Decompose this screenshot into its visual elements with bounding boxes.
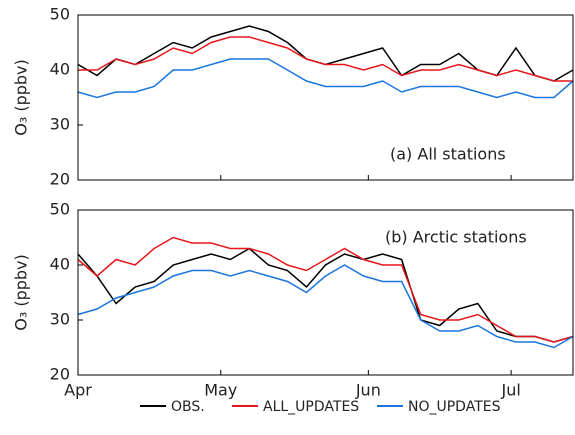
y-tick-label: 20 <box>50 170 70 189</box>
series-line <box>77 264 574 349</box>
series-line <box>77 25 574 82</box>
x-tick-label: Jul <box>500 381 520 400</box>
series-line <box>77 236 574 343</box>
y-tick-label: 40 <box>50 60 70 79</box>
legend-label: NO_UPDATES <box>408 399 501 415</box>
plot-frame <box>77 14 574 181</box>
legend-label: ALL_UPDATES <box>263 399 359 415</box>
y-tick-label: 50 <box>50 200 70 219</box>
series-line <box>77 58 574 99</box>
x-tick-label: May <box>204 381 237 400</box>
x-tick-label: Jun <box>355 381 381 400</box>
series-line <box>78 36 573 82</box>
y-tick-label: 30 <box>50 115 70 134</box>
legend-label: OBS. <box>171 399 205 415</box>
y-tick-label: 50 <box>50 5 70 24</box>
annotation: (a) All stations <box>390 145 506 164</box>
y-axis-label: O₃ (ppbv) <box>12 254 31 331</box>
y-tick-label: 20 <box>50 365 70 384</box>
y-tick-label: 40 <box>50 255 70 274</box>
x-tick-label: Apr <box>64 381 92 400</box>
y-tick-label: 30 <box>50 310 70 329</box>
plot-frame <box>77 209 574 376</box>
y-axis-label: O₃ (ppbv) <box>12 59 31 136</box>
series-line <box>77 247 574 343</box>
annotation: (b) Arctic stations <box>385 228 527 247</box>
